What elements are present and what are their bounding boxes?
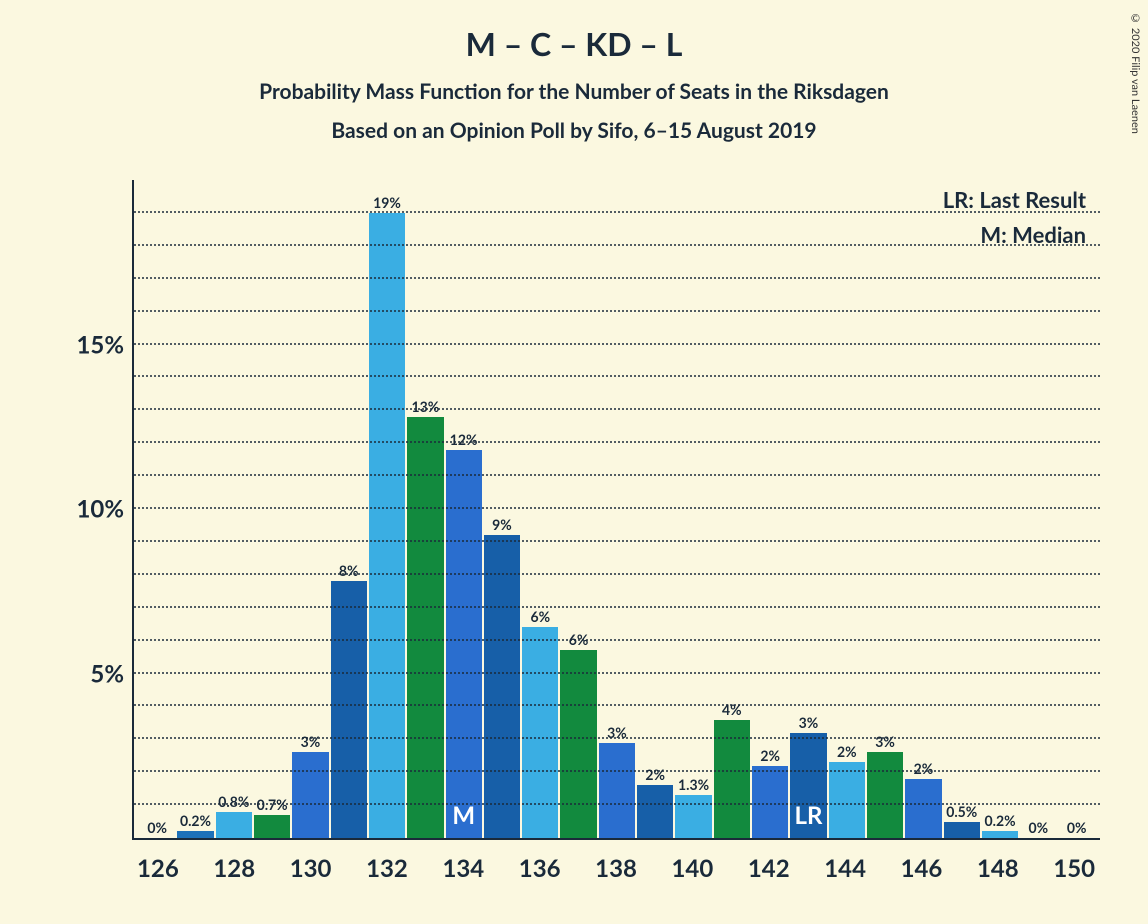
- bar-value-label: 12%: [450, 431, 478, 448]
- grid-line: [134, 606, 1100, 608]
- x-tick-label: 134: [442, 844, 484, 900]
- grid-line: [134, 573, 1100, 575]
- bar-value-label: 13%: [411, 398, 439, 415]
- bar-value-label: 8%: [339, 562, 359, 579]
- grid-line: [134, 244, 1100, 246]
- bar-value-label: 19%: [373, 194, 401, 211]
- x-axis: 126 128 130 132 134 136 138 140 142 144 146 148 150: [132, 844, 1100, 900]
- x-tick-label: [410, 844, 441, 900]
- x-tick-label: [639, 844, 670, 900]
- y-tick-label: 5%: [90, 659, 134, 688]
- x-tick-label: [1021, 844, 1052, 900]
- bar: [216, 812, 252, 838]
- x-tick-label: 128: [213, 844, 255, 900]
- bar: [484, 535, 520, 838]
- x-tick-label: 140: [672, 844, 714, 900]
- bar-value-label: 4%: [722, 701, 742, 718]
- bar-value-label: 0%: [1029, 819, 1049, 836]
- x-tick-label: 144: [824, 844, 866, 900]
- bar: [637, 785, 673, 838]
- x-tick-label: [257, 844, 288, 900]
- bar-value-label: 2%: [837, 743, 857, 760]
- x-tick-label: [868, 844, 899, 900]
- x-tick-label: 146: [901, 844, 943, 900]
- bar: [944, 822, 980, 838]
- bar-value-label: 0%: [147, 819, 167, 836]
- y-tick-label: 10%: [76, 495, 134, 524]
- x-tick-label: 126: [137, 844, 179, 900]
- bar-value-label: 2%: [914, 760, 934, 777]
- x-tick-label: 150: [1053, 844, 1095, 900]
- x-tick-label: 148: [977, 844, 1019, 900]
- grid-line: [134, 408, 1100, 410]
- x-tick-label: [792, 844, 823, 900]
- x-tick-label: [944, 844, 975, 900]
- bar: [369, 213, 405, 838]
- bar-marker-lr: LR: [795, 801, 823, 830]
- grid-line: [134, 540, 1100, 542]
- grid-line: [134, 737, 1100, 739]
- x-tick-label: 132: [366, 844, 408, 900]
- bar-value-label: 2%: [760, 747, 780, 764]
- bar: [522, 627, 558, 838]
- bar: [675, 795, 711, 838]
- grid-line: [134, 803, 1100, 805]
- x-tick-label: 136: [519, 844, 561, 900]
- grid-line: [134, 474, 1100, 476]
- bar: [560, 650, 596, 838]
- grid-line: [134, 770, 1100, 772]
- grid-line: [134, 639, 1100, 641]
- bar: [292, 752, 328, 838]
- y-tick-label: 15%: [76, 330, 134, 359]
- grid-line: [134, 375, 1100, 377]
- grid-line: [134, 672, 1100, 674]
- grid-line: [134, 211, 1100, 213]
- bar-value-label: 0.8%: [218, 793, 249, 810]
- bar: [599, 743, 635, 838]
- bar: [407, 417, 443, 838]
- bar-value-label: 0%: [1067, 819, 1087, 836]
- bar: [867, 752, 903, 838]
- x-tick-label: [715, 844, 746, 900]
- bar: [905, 779, 941, 838]
- bar-value-label: 2%: [645, 766, 665, 783]
- bar: [331, 581, 367, 838]
- grid-line: [134, 704, 1100, 706]
- chart-subtitle: Probability Mass Function for the Number…: [0, 79, 1148, 104]
- plot-area: LR: Last Result M: Median 0%0.2%0.8%0.7%…: [132, 180, 1100, 840]
- copyright-text: © 2020 Filip van Laenen: [1129, 12, 1142, 134]
- bar-value-label: 3%: [875, 733, 895, 750]
- x-tick-label: [486, 844, 517, 900]
- bar-value-label: 0.5%: [946, 803, 977, 820]
- x-tick-label: [563, 844, 594, 900]
- chart-title: M – C – KD – L: [0, 0, 1148, 63]
- grid-line: [134, 507, 1100, 509]
- x-tick-label: 142: [748, 844, 790, 900]
- bar-value-label: 1.3%: [678, 776, 709, 793]
- bar-value-label: 6%: [530, 608, 550, 625]
- bar-value-label: 9%: [492, 516, 512, 533]
- bar: [177, 831, 213, 838]
- grid-line: [134, 343, 1100, 345]
- grid-line: [134, 310, 1100, 312]
- x-tick-label: [181, 844, 212, 900]
- bar: [829, 762, 865, 838]
- bar: [254, 815, 290, 838]
- x-tick-label: 138: [595, 844, 637, 900]
- bar-value-label: 0.2%: [985, 812, 1016, 829]
- bar-value-label: 3%: [301, 733, 321, 750]
- bar: LR: [790, 733, 826, 838]
- bar-marker-m: M: [452, 801, 475, 830]
- bar-value-label: 0.2%: [180, 812, 211, 829]
- x-tick-label: 130: [290, 844, 332, 900]
- grid-line: [134, 441, 1100, 443]
- bar: [982, 831, 1018, 838]
- bar: [752, 766, 788, 838]
- chart-container: LR: Last Result M: Median 0%0.2%0.8%0.7%…: [60, 180, 1120, 900]
- grid-line: [134, 277, 1100, 279]
- x-tick-label: [333, 844, 364, 900]
- chart-subtitle-2: Based on an Opinion Poll by Sifo, 6–15 A…: [0, 118, 1148, 143]
- bar-value-label: 3%: [799, 714, 819, 731]
